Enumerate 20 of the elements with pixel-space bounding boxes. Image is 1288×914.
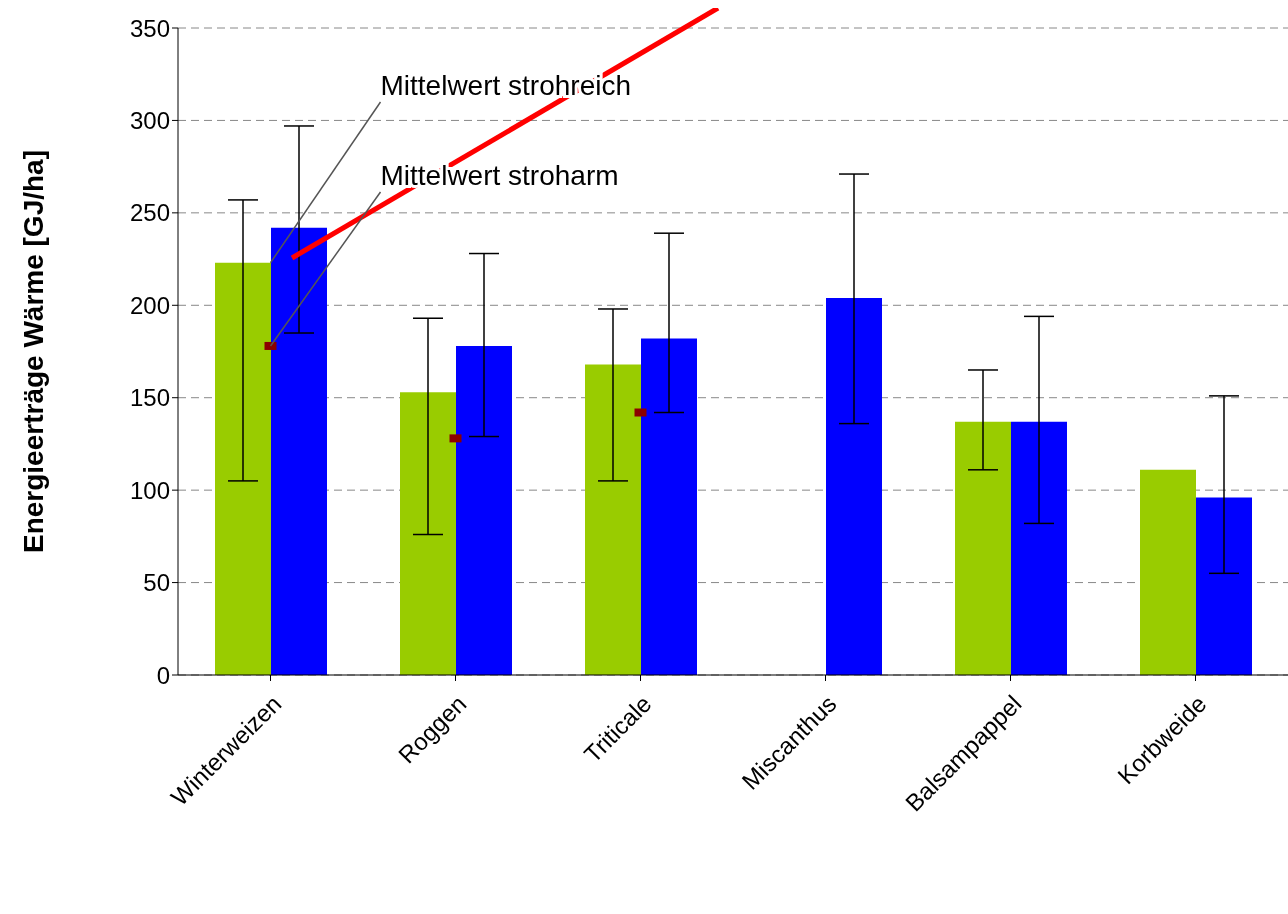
bar — [215, 262, 271, 675]
y-tick-label: 300 — [129, 106, 170, 134]
y-tick-label: 100 — [129, 476, 170, 504]
y-tick-label: 50 — [143, 569, 170, 597]
bar — [826, 297, 882, 675]
bar — [271, 227, 327, 675]
bar — [585, 364, 641, 675]
bar — [641, 338, 697, 675]
y-tick-label: 150 — [129, 384, 170, 412]
y-tick-label: 0 — [156, 661, 170, 689]
y-tick-label: 200 — [129, 291, 170, 319]
bar — [456, 345, 512, 675]
bar — [400, 392, 456, 675]
y-tick-label: 350 — [129, 14, 170, 42]
bar — [1140, 469, 1196, 675]
bar — [955, 421, 1011, 675]
bar — [1196, 497, 1252, 675]
y-axis-title: Energieerträge Wärme [GJ/ha] — [17, 149, 49, 554]
bar — [1011, 421, 1067, 675]
y-tick-label: 250 — [129, 199, 170, 227]
